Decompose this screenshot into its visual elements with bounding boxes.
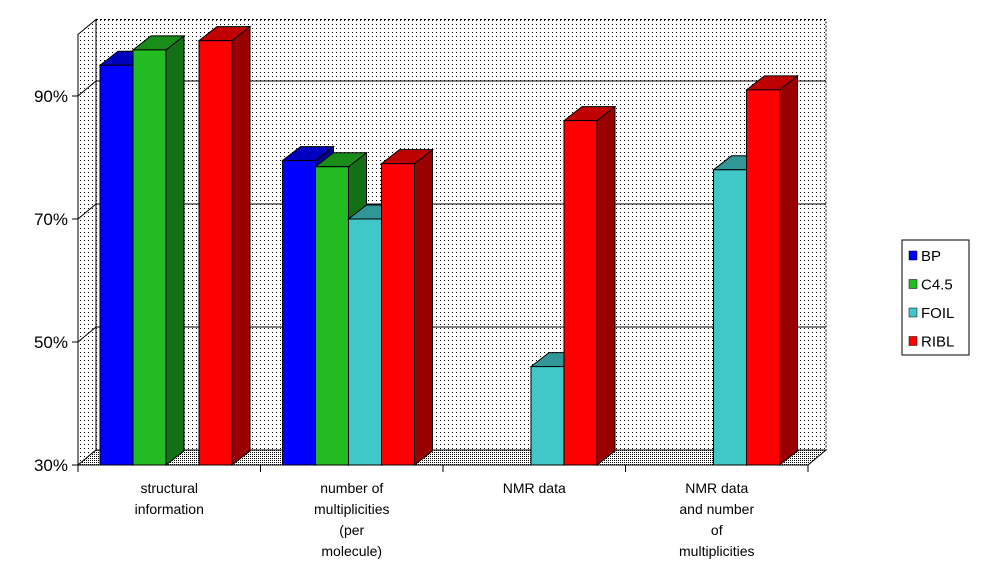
bar-front (348, 218, 382, 466)
bars (98, 25, 799, 467)
legend-swatch (908, 279, 918, 289)
bar-front (198, 40, 233, 466)
bar-front (132, 49, 167, 466)
x-category-line: NMR data (685, 480, 748, 496)
bar-side (596, 105, 616, 467)
x-category-line: multiplicities (314, 501, 389, 517)
legend-swatch (908, 250, 918, 261)
x-category-line: and number (679, 501, 754, 517)
bar-front (713, 169, 747, 466)
legend-label: BP (921, 248, 941, 265)
x-category-line: information (135, 501, 204, 517)
bar-front (530, 366, 565, 466)
x-category-line: molecule) (321, 543, 382, 559)
x-category-line: multiplicities (679, 543, 754, 559)
legend-swatch (908, 307, 918, 318)
x-category-line: (per (339, 522, 364, 538)
y-tick-label: 30% (34, 456, 68, 475)
x-category-label: NMR data (503, 480, 566, 496)
x-category-line: number of (320, 480, 383, 496)
x-category-label: NMR data and number of multiplicities (679, 480, 754, 559)
bar-ribl (745, 74, 799, 467)
bar-side (779, 74, 798, 467)
bar-front (381, 163, 415, 466)
x-category-line: structural (140, 480, 198, 496)
bar-side (231, 25, 251, 467)
bar-front (746, 89, 780, 466)
bar-front (99, 64, 134, 466)
x-category-label: structural information (135, 480, 204, 517)
x-category-line: of (711, 522, 723, 538)
bar-ribl (380, 148, 434, 467)
x-category-label: number of multiplicities (per molecule) (314, 480, 389, 559)
x-category-line: NMR data (503, 480, 566, 496)
legend-label: C4.5 (921, 277, 953, 294)
bar-side (165, 34, 185, 467)
side-wall (77, 18, 97, 467)
y-tick-label: 90% (34, 87, 68, 106)
bar-front (282, 160, 316, 466)
legend-swatch (908, 336, 918, 346)
bar-front (315, 166, 349, 466)
legend: BP C4.5 FOIL RIBL (901, 239, 970, 356)
bar-front (563, 120, 598, 466)
bar-ribl (562, 105, 617, 467)
bar-c45 (131, 34, 186, 467)
gridline (77, 80, 826, 97)
bar-ribl (197, 25, 252, 467)
bar-side (414, 148, 433, 467)
y-tick-label: 70% (34, 210, 68, 229)
legend-label: RIBL (921, 334, 954, 351)
axes: 30% 50% 70% 90% structural information number … (34, 34, 809, 559)
y-tick-label: 50% (34, 333, 68, 352)
plot-walls (76, 18, 828, 467)
legend-label: FOIL (921, 305, 954, 322)
